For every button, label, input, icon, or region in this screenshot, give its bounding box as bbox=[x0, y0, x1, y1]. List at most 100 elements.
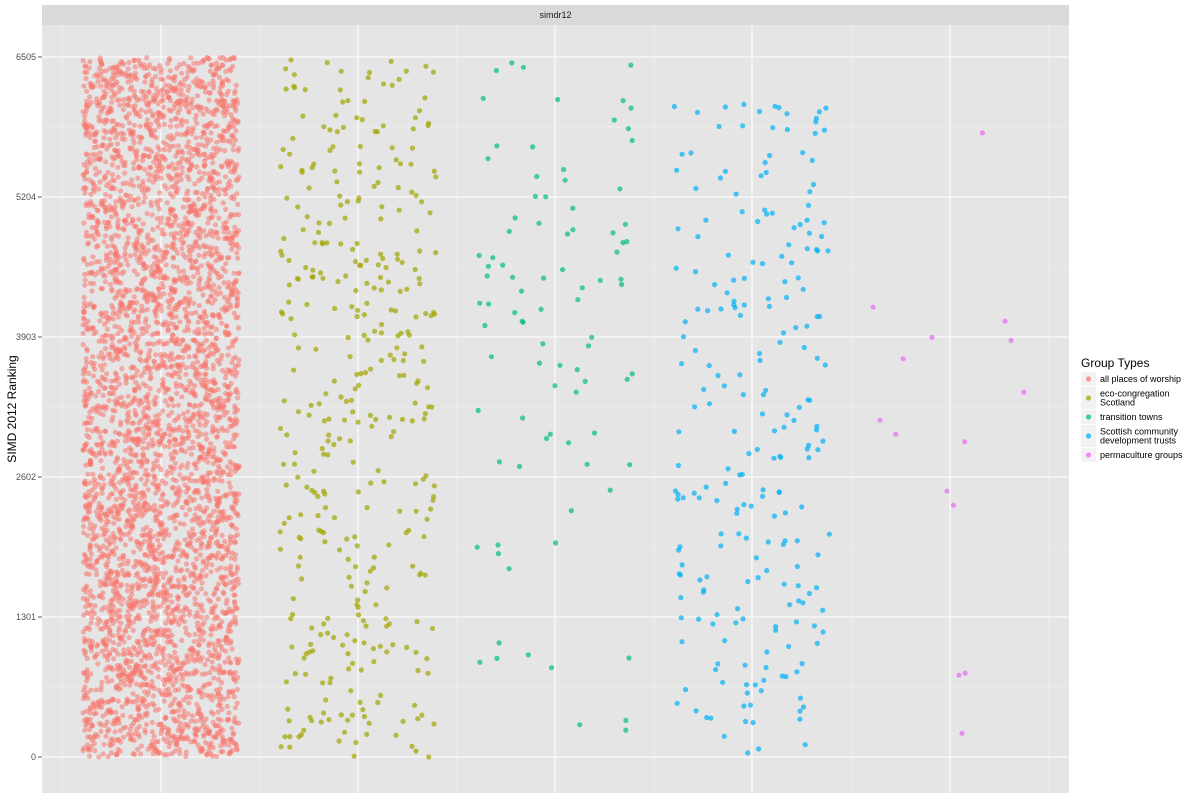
data-point bbox=[132, 64, 138, 70]
data-point bbox=[130, 470, 136, 476]
data-point bbox=[101, 321, 108, 327]
data-point bbox=[716, 123, 722, 130]
data-point bbox=[206, 283, 212, 289]
data-point bbox=[155, 531, 161, 537]
data-point bbox=[136, 706, 142, 712]
data-point bbox=[122, 346, 128, 352]
data-point bbox=[125, 262, 131, 268]
data-point bbox=[172, 643, 178, 649]
data-point bbox=[390, 642, 396, 648]
data-point bbox=[82, 69, 88, 75]
data-point bbox=[175, 186, 181, 192]
data-point bbox=[169, 709, 175, 715]
data-point bbox=[188, 203, 194, 209]
data-point bbox=[168, 211, 174, 217]
data-point bbox=[150, 96, 156, 102]
data-point bbox=[826, 531, 833, 537]
data-point bbox=[176, 713, 182, 719]
data-point bbox=[89, 639, 95, 645]
data-point bbox=[166, 422, 172, 429]
data-point bbox=[303, 671, 309, 677]
data-point bbox=[89, 615, 95, 621]
data-point bbox=[377, 692, 384, 699]
data-point bbox=[180, 613, 186, 619]
data-point bbox=[227, 178, 233, 184]
data-point bbox=[86, 489, 92, 495]
data-point bbox=[512, 310, 518, 316]
data-point bbox=[85, 695, 91, 701]
data-point bbox=[199, 401, 205, 407]
data-point bbox=[296, 734, 302, 740]
data-point bbox=[430, 69, 436, 75]
data-point bbox=[87, 556, 93, 562]
data-point bbox=[179, 122, 185, 128]
data-point bbox=[705, 308, 711, 314]
data-point bbox=[106, 143, 112, 149]
data-point bbox=[107, 269, 113, 275]
data-point bbox=[217, 638, 223, 644]
data-point bbox=[140, 452, 146, 458]
data-point bbox=[130, 487, 136, 493]
data-point bbox=[220, 109, 226, 115]
data-point bbox=[183, 500, 189, 506]
data-point bbox=[116, 122, 122, 128]
data-point bbox=[160, 536, 167, 542]
data-point bbox=[213, 414, 219, 420]
data-point bbox=[212, 297, 218, 303]
data-point bbox=[142, 194, 148, 200]
data-point bbox=[122, 136, 128, 142]
data-point bbox=[187, 257, 193, 263]
data-point bbox=[125, 96, 131, 102]
data-point bbox=[116, 225, 122, 231]
data-point bbox=[231, 436, 237, 442]
data-point bbox=[171, 403, 177, 409]
data-point bbox=[171, 86, 177, 92]
data-point bbox=[227, 536, 234, 543]
data-point bbox=[133, 412, 139, 418]
data-point bbox=[126, 197, 132, 203]
data-point bbox=[422, 411, 428, 417]
data-point bbox=[138, 417, 144, 423]
data-point bbox=[210, 719, 216, 726]
data-point bbox=[141, 97, 148, 103]
data-point bbox=[140, 445, 146, 452]
data-point bbox=[113, 486, 119, 492]
data-point bbox=[166, 107, 172, 113]
series-1 bbox=[80, 54, 242, 760]
data-point bbox=[92, 654, 98, 661]
data-point bbox=[101, 128, 107, 134]
data-point bbox=[178, 177, 184, 183]
data-point bbox=[199, 747, 205, 753]
data-point bbox=[292, 84, 298, 91]
data-point bbox=[815, 447, 821, 453]
data-point bbox=[230, 730, 237, 736]
data-point bbox=[680, 495, 686, 501]
data-point bbox=[340, 642, 346, 648]
data-point bbox=[144, 457, 150, 463]
data-point bbox=[235, 118, 241, 124]
data-point bbox=[84, 98, 90, 104]
data-point bbox=[204, 614, 210, 621]
data-point bbox=[369, 423, 375, 429]
data-point bbox=[83, 63, 89, 69]
data-point bbox=[86, 103, 92, 109]
data-point bbox=[170, 583, 176, 589]
data-point bbox=[334, 179, 340, 185]
data-point bbox=[185, 318, 191, 324]
data-point bbox=[134, 148, 140, 154]
data-point bbox=[101, 239, 107, 245]
data-point bbox=[234, 250, 240, 256]
data-point bbox=[125, 419, 131, 425]
data-point bbox=[208, 609, 214, 615]
data-point bbox=[734, 506, 740, 512]
data-point bbox=[714, 498, 720, 504]
data-point bbox=[191, 273, 197, 280]
data-point bbox=[101, 640, 107, 646]
data-point bbox=[91, 331, 97, 337]
data-point bbox=[222, 98, 228, 105]
data-point bbox=[368, 480, 374, 486]
data-point bbox=[360, 618, 367, 624]
data-point bbox=[138, 683, 144, 689]
data-point bbox=[301, 655, 307, 661]
data-point bbox=[338, 241, 344, 247]
